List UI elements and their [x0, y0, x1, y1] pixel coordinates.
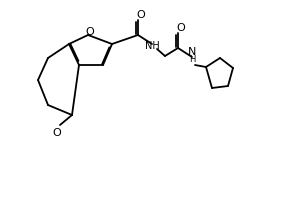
Text: O: O — [136, 10, 146, 20]
Text: H: H — [189, 54, 195, 64]
Text: O: O — [85, 27, 94, 37]
Text: NH: NH — [145, 41, 159, 51]
Text: O: O — [177, 23, 185, 33]
Text: O: O — [52, 128, 62, 138]
Text: N: N — [188, 47, 196, 57]
